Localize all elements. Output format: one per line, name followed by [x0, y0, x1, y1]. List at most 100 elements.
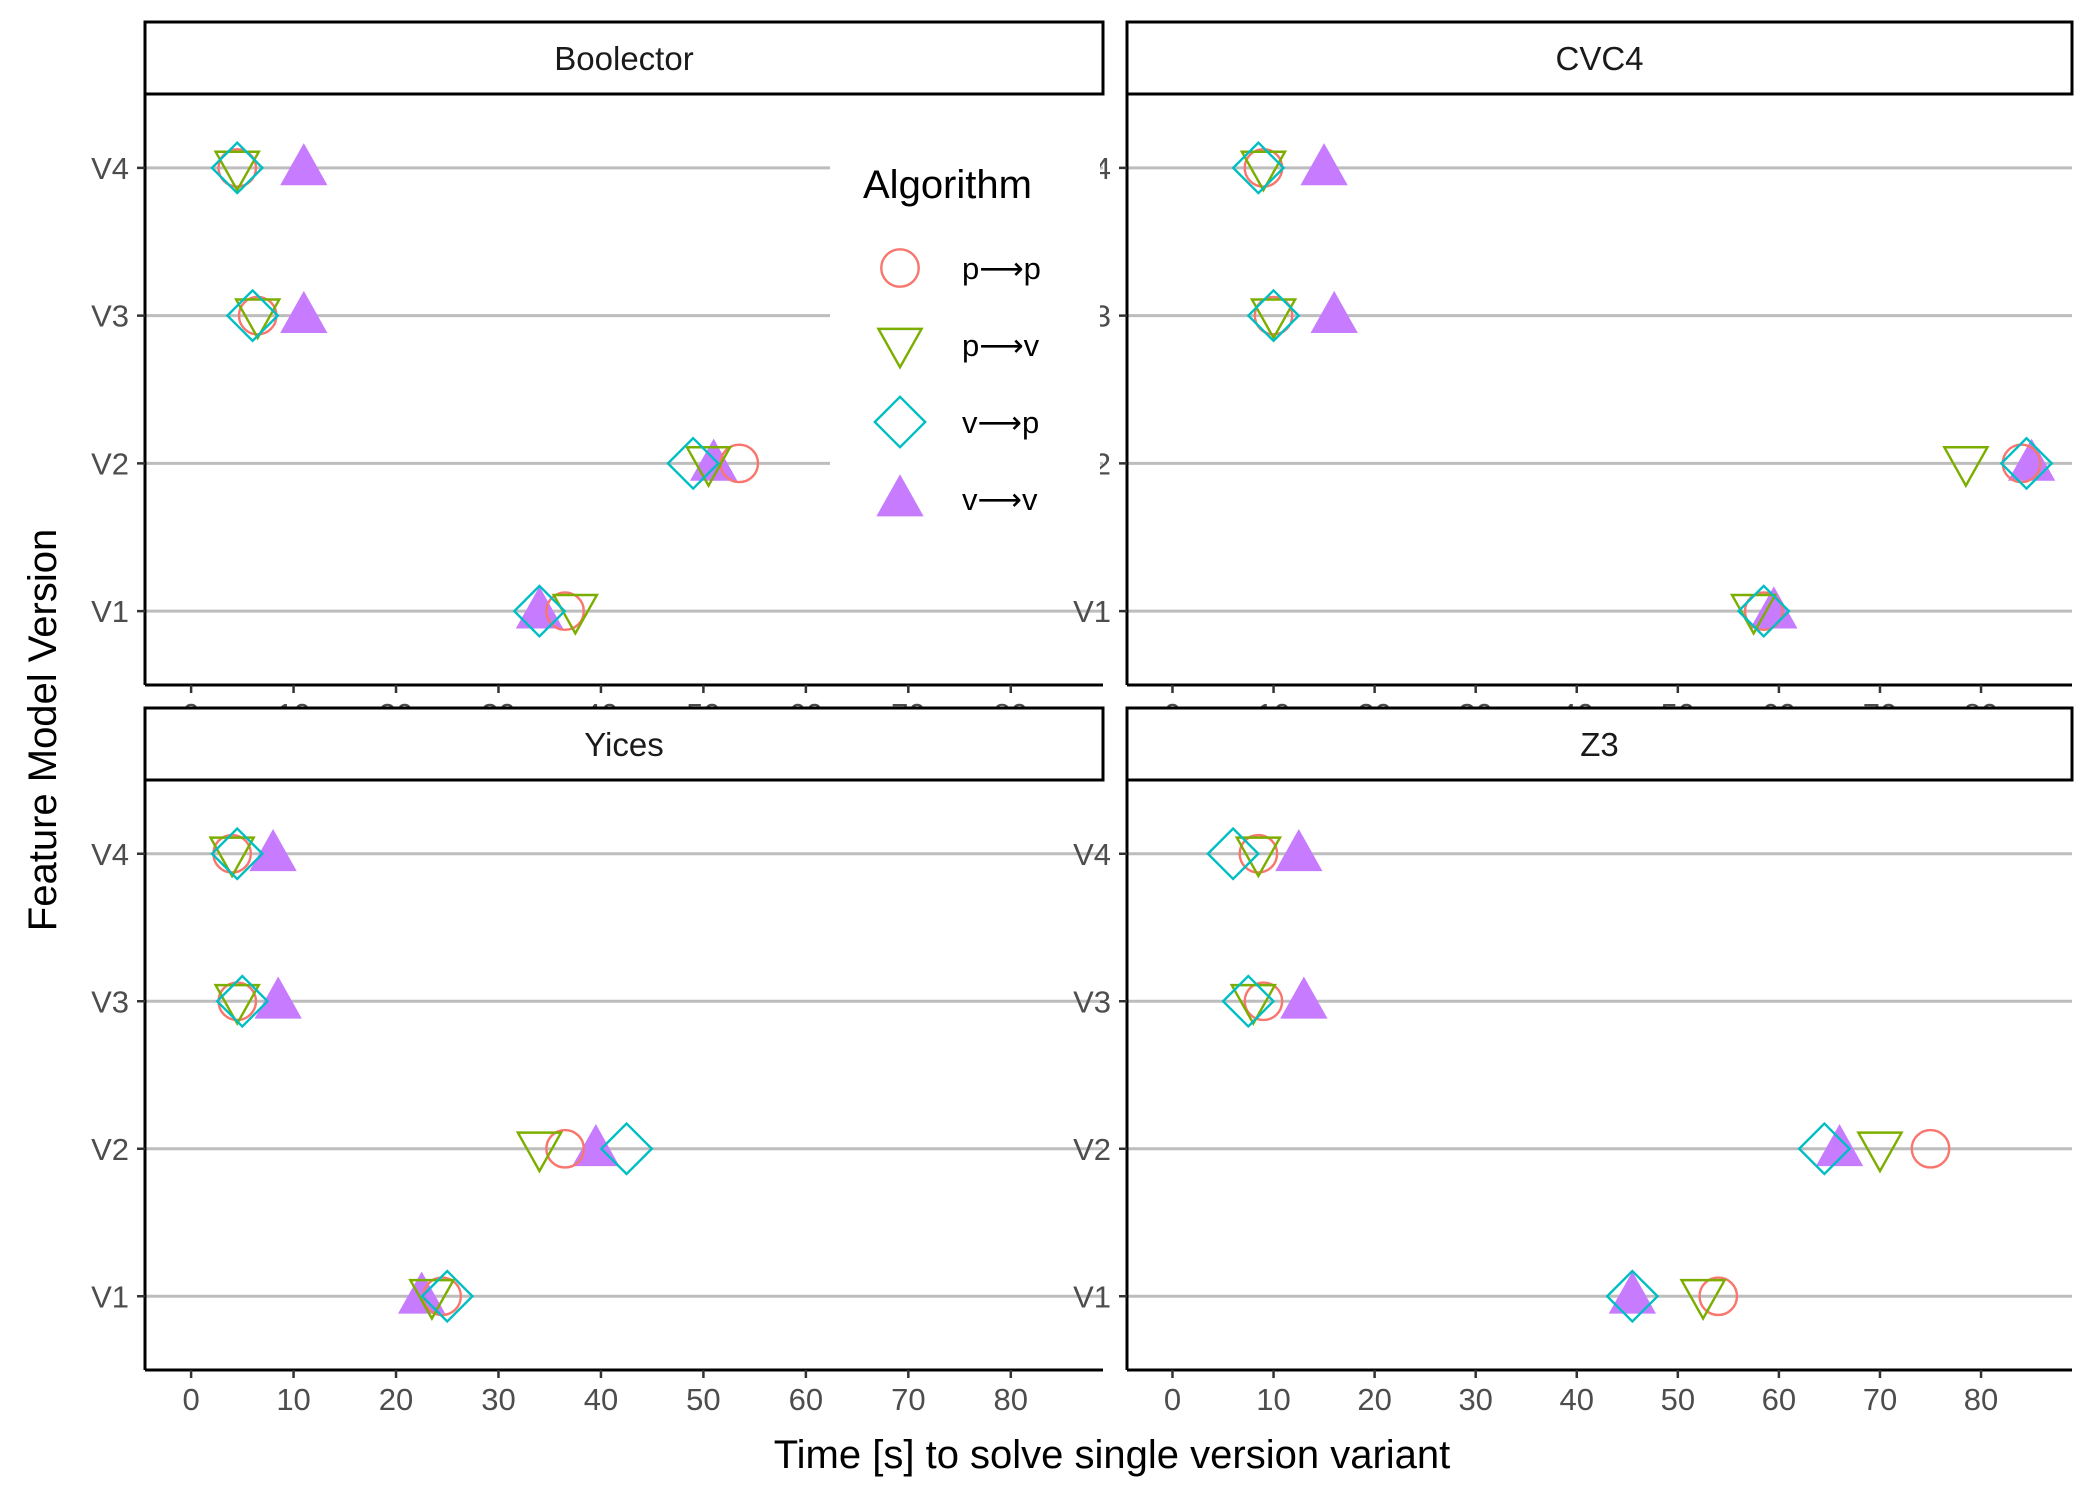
y-tick-label: V1 — [91, 1279, 129, 1314]
point-p-to-v-v3 — [1249, 298, 1298, 341]
x-tick-label: 0 — [182, 1382, 199, 1417]
point-v-to-p-v3 — [1246, 288, 1301, 343]
point-p-to-p-v3 — [1243, 981, 1284, 1022]
x-tick-label: 70 — [1863, 1382, 1897, 1417]
point-v-to-p-v1 — [1605, 1269, 1660, 1324]
point-p-to-v-v2 — [684, 446, 733, 489]
point-v-to-v-v4 — [280, 143, 328, 186]
panel-strip — [143, 20, 1105, 96]
panel-title: Boolector — [554, 40, 693, 77]
legend-key-v-to-p — [873, 395, 927, 449]
point-v-to-p-v4 — [210, 826, 265, 881]
point-p-to-p-v2 — [545, 1128, 586, 1169]
x-axis-title: Time [s] to solve single version variant — [774, 1433, 1451, 1477]
y-tick-label: V1 — [1073, 1279, 1111, 1314]
point-v-to-p-v2 — [1999, 436, 2054, 491]
y-tick-label: V3 — [1073, 984, 1111, 1019]
point-p-to-v-v2 — [1942, 446, 1990, 489]
point-v-to-v-v4 — [1275, 829, 1323, 872]
point-p-to-p-v4 — [217, 147, 258, 188]
panel-strip — [143, 706, 1105, 782]
panel-strip — [1125, 706, 2074, 782]
y-tick-label: V2 — [1073, 1132, 1111, 1167]
point-v-to-p-v4 — [1231, 140, 1286, 195]
legend-label-v-to-p: v⟶p — [962, 405, 1039, 440]
point-p-to-v-v4 — [208, 836, 256, 879]
point-v-to-p-v3 — [225, 288, 280, 343]
point-v-to-p-v2 — [666, 436, 721, 491]
x-tick-label: 50 — [1661, 1382, 1695, 1417]
point-v-to-v-v4 — [1300, 143, 1348, 186]
point-v-to-v-v3 — [1280, 976, 1328, 1019]
x-tick-label: 70 — [891, 1382, 925, 1417]
point-v-to-v-v3 — [1310, 290, 1358, 333]
point-p-to-v-v2 — [515, 1131, 564, 1174]
point-v-to-v-v1 — [515, 586, 564, 629]
point-p-to-v-v1 — [408, 1278, 456, 1321]
y-tick-label: V4 — [91, 151, 129, 186]
point-v-to-p-v4 — [1206, 826, 1261, 881]
x-tick-label: 10 — [276, 1382, 310, 1417]
point-p-to-p-v1 — [1698, 1276, 1739, 1317]
y-tick-label: V3 — [91, 984, 129, 1019]
legend: Algorithm p⟶p p⟶v v⟶p v⟶v — [830, 150, 1100, 530]
y-tick-label: V1 — [91, 594, 129, 629]
point-p-to-v-v4 — [1239, 150, 1288, 193]
point-p-to-v-v3 — [1229, 983, 1277, 1026]
point-v-to-p-v1 — [1736, 584, 1791, 639]
point-p-to-p-v1 — [1743, 591, 1784, 632]
y-tick-label: V3 — [91, 299, 129, 334]
x-tick-label: 60 — [789, 1382, 823, 1417]
x-tick-label: 50 — [686, 1382, 720, 1417]
y-tick-label: V2 — [91, 446, 129, 481]
x-tick-label: 40 — [1560, 1382, 1594, 1417]
x-tick-label: 40 — [584, 1382, 618, 1417]
point-v-to-v-v3 — [254, 976, 302, 1019]
point-p-to-p-v1 — [545, 591, 586, 632]
x-tick-label: 10 — [1256, 1382, 1290, 1417]
x-tick-label: 60 — [1762, 1382, 1796, 1417]
point-p-to-v-v4 — [213, 150, 261, 193]
x-tick-label: 20 — [1357, 1382, 1391, 1417]
legend-title: Algorithm — [863, 163, 1032, 207]
panel-strip — [1125, 20, 2074, 96]
y-tick-label: V2 — [91, 1132, 129, 1167]
point-p-to-p-v2 — [1910, 1128, 1951, 1169]
panel-title: Z3 — [1580, 726, 1619, 763]
point-p-to-v-v4 — [1234, 836, 1283, 879]
point-p-to-v-v3 — [234, 298, 282, 341]
point-p-to-p-v3 — [1253, 295, 1294, 336]
panel-z3: Z3 V1 V2 V3 V4 0 10 20 30 40 50 60 70 80 — [1073, 706, 2074, 1417]
point-p-to-v-v1 — [551, 593, 599, 636]
legend-key-p-to-p — [880, 248, 920, 288]
panel-title: CVC4 — [1555, 40, 1643, 77]
point-v-to-p-v1 — [512, 584, 567, 639]
point-v-to-v-v1 — [397, 1271, 446, 1314]
legend-label-v-to-v: v⟶v — [962, 482, 1038, 517]
legend-key-p-to-v — [876, 327, 924, 370]
point-p-to-v-v2 — [1856, 1131, 1904, 1174]
point-p-to-v-v3 — [213, 983, 261, 1026]
x-tick-label: 80 — [994, 1382, 1028, 1417]
point-p-to-p-v4 — [1238, 833, 1279, 874]
point-v-to-p-v2 — [599, 1121, 654, 1176]
x-tick-label: 30 — [481, 1382, 515, 1417]
point-v-to-v-v2 — [1815, 1124, 1864, 1167]
legend-key-v-to-v — [876, 474, 924, 517]
legend-background — [830, 150, 1100, 530]
point-v-to-p-v4 — [210, 140, 265, 195]
y-tick-label: V1 — [1073, 594, 1111, 629]
point-v-to-p-v3 — [1221, 974, 1276, 1029]
y-axis-title: Feature Model Version — [21, 529, 65, 931]
y-tick-label: V4 — [1073, 837, 1111, 872]
x-tick-label: 20 — [379, 1382, 413, 1417]
y-tick-label: V4 — [91, 837, 129, 872]
point-p-to-v-v1 — [1679, 1278, 1727, 1321]
legend-label-p-to-v: p⟶v — [962, 328, 1040, 363]
point-v-to-v-v1 — [1608, 1271, 1656, 1314]
x-tick-label: 30 — [1458, 1382, 1492, 1417]
point-v-to-p-v1 — [420, 1269, 475, 1324]
x-tick-label: 0 — [1164, 1382, 1181, 1417]
legend-label-p-to-p: p⟶p — [962, 251, 1041, 286]
